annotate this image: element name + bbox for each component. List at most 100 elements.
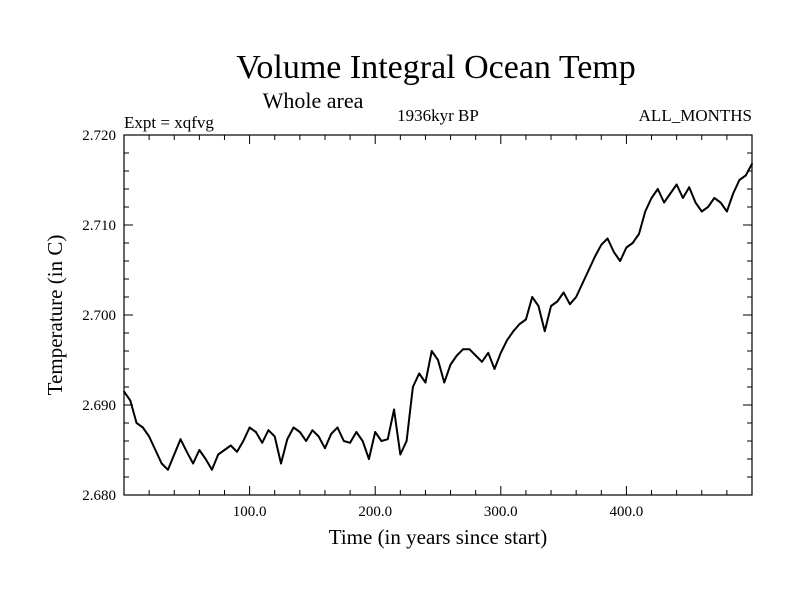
series-point xyxy=(581,282,584,285)
series-point xyxy=(694,201,697,204)
x-tick-label: 200.0 xyxy=(358,504,392,520)
series-point xyxy=(261,441,264,444)
series-point xyxy=(625,246,628,249)
series-point xyxy=(638,233,640,235)
series-point xyxy=(217,453,220,456)
series-point xyxy=(512,330,515,333)
series-point xyxy=(292,426,295,429)
y-tick-labels: 2.680 2.690 2.700 2.710 2.720 xyxy=(82,128,116,504)
series-point xyxy=(248,426,251,429)
series-point xyxy=(342,440,345,442)
series-point xyxy=(481,360,483,363)
series-point xyxy=(236,450,238,453)
chart-title: Volume Integral Ocean Temp xyxy=(236,49,636,86)
series-point xyxy=(550,305,552,307)
series-point xyxy=(468,348,471,351)
series-point xyxy=(537,305,540,307)
series-point xyxy=(298,431,301,433)
series-points xyxy=(123,162,753,471)
x-tick-label: 100.0 xyxy=(233,504,267,520)
series-point xyxy=(688,186,691,189)
series-point xyxy=(405,440,408,442)
series-point xyxy=(518,323,521,325)
series-point xyxy=(185,450,188,453)
series-point xyxy=(286,438,289,441)
months-label: ALL_MONTHS xyxy=(639,106,752,125)
series-point xyxy=(141,426,144,429)
series-point xyxy=(751,162,753,165)
series-point xyxy=(399,453,402,456)
series-point xyxy=(713,197,716,199)
series-point xyxy=(211,468,213,471)
series-point xyxy=(198,449,201,451)
series-point xyxy=(587,269,590,271)
series-point xyxy=(324,447,326,450)
series-point xyxy=(167,468,169,471)
series-point xyxy=(499,351,502,354)
series-point xyxy=(173,453,176,456)
series-point xyxy=(725,210,728,213)
series-point xyxy=(556,300,559,303)
series-point xyxy=(707,206,709,208)
series-point xyxy=(242,440,245,442)
series-point xyxy=(619,260,622,262)
series-point xyxy=(374,431,377,433)
y-tick-label: 2.700 xyxy=(82,308,116,324)
series-point xyxy=(355,431,358,433)
temperature-series-line xyxy=(123,163,753,471)
series-point xyxy=(179,438,182,441)
y-tick-label: 2.710 xyxy=(82,218,116,234)
series-point xyxy=(631,242,634,244)
series-point xyxy=(393,408,395,411)
series-point xyxy=(368,458,370,460)
x-tick-label: 400.0 xyxy=(610,504,644,520)
series-point xyxy=(330,432,333,435)
x-axis-label: Time (in years since start) xyxy=(329,525,548,549)
series-point xyxy=(606,237,609,240)
series-point xyxy=(418,372,421,375)
series-point xyxy=(675,183,678,186)
series-point xyxy=(744,174,747,177)
series-point xyxy=(600,243,603,246)
series-point xyxy=(280,462,282,465)
series-point xyxy=(543,330,546,333)
series-point xyxy=(123,390,125,393)
axis-ticks xyxy=(124,135,752,495)
series-point xyxy=(160,462,163,465)
series-point xyxy=(568,303,571,306)
series-point xyxy=(594,255,596,258)
series-point xyxy=(411,386,414,388)
series-point xyxy=(612,251,615,253)
series-point xyxy=(650,197,653,199)
series-point xyxy=(474,354,477,357)
series-point xyxy=(223,449,226,451)
series-point xyxy=(506,339,508,342)
series-point xyxy=(462,348,465,351)
experiment-label: Expt = xqfvg xyxy=(124,113,214,132)
chart-subtitle: Whole area xyxy=(263,88,364,113)
series-point xyxy=(267,429,270,432)
series-point xyxy=(493,368,496,370)
series-point xyxy=(311,429,314,432)
series-point xyxy=(361,440,364,442)
series-point xyxy=(386,438,389,441)
series-point xyxy=(349,441,351,444)
series-point xyxy=(700,210,703,213)
series-point xyxy=(531,296,534,298)
series-point xyxy=(148,435,151,438)
series-point xyxy=(719,201,722,204)
series-point xyxy=(317,435,320,438)
series-point xyxy=(273,435,276,438)
series-point xyxy=(562,291,565,294)
series-point xyxy=(443,381,446,384)
x-tick-labels: 100.0 200.0 300.0 400.0 xyxy=(233,504,644,520)
series-point xyxy=(192,462,194,465)
y-axis-label: Temperature (in C) xyxy=(43,235,67,396)
series-point xyxy=(525,318,527,321)
series-point xyxy=(437,359,439,361)
series-point xyxy=(738,179,741,181)
series-point xyxy=(305,440,308,442)
series-point xyxy=(449,363,452,366)
series-point xyxy=(487,351,490,354)
